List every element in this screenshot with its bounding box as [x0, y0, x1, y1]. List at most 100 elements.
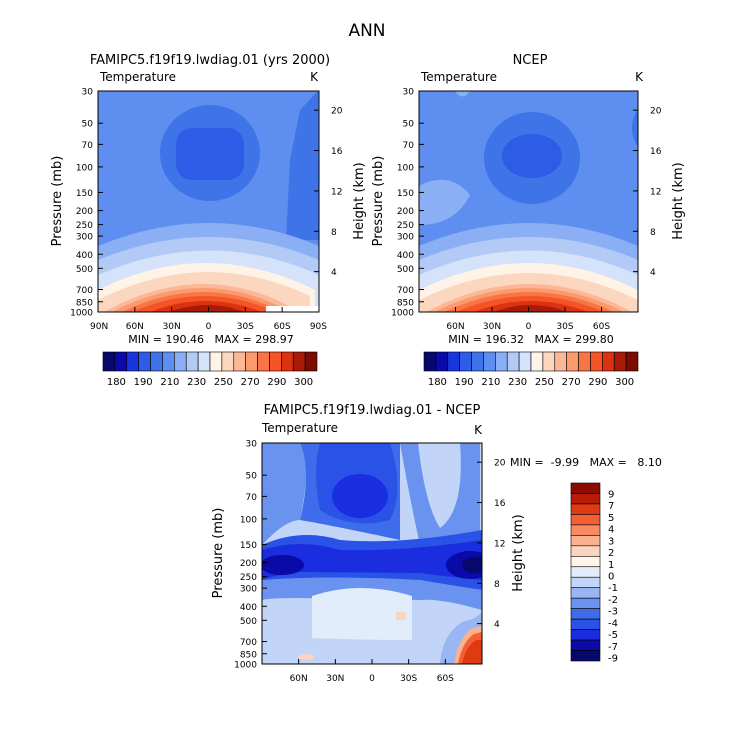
colorbar-swatch: [459, 351, 472, 372]
colorbar-swatch: [613, 351, 627, 372]
y-tick-label: 300: [76, 233, 93, 243]
colorbar-label: 250: [535, 377, 554, 388]
colorbar-swatch: [245, 351, 258, 372]
colorbar-label: 290: [588, 377, 607, 388]
field-band: [502, 134, 562, 178]
y-tick-label: 250: [240, 573, 257, 583]
colorbar-swatch: [570, 576, 601, 589]
x-tick-label: 0: [206, 322, 212, 332]
panel-diff-stats: MIN = -9.99 MAX = 8.10: [510, 456, 662, 469]
colorbar-label: 210: [481, 377, 500, 388]
colorbar-label: 5: [608, 513, 614, 524]
colorbar-label: 300: [615, 377, 634, 388]
field-band: [262, 555, 304, 575]
colorbar-swatch: [570, 639, 601, 651]
panel-ncep-units: K: [635, 70, 644, 84]
panel-ncep-heatmap: [419, 91, 638, 312]
x-tick-label: 60N: [446, 322, 464, 332]
colorbar-label: 2: [608, 548, 614, 559]
y2-tick-label: 12: [494, 539, 505, 549]
colorbar-label: -7: [608, 642, 618, 653]
colorbar-label: -1: [608, 583, 618, 594]
colorbar-swatch: [209, 351, 223, 372]
x-tick-label: 30N: [163, 322, 181, 332]
field-band: [176, 128, 244, 180]
colorbar-label: 250: [214, 377, 233, 388]
colorbar-label: 290: [267, 377, 286, 388]
y-tick-label: 700: [76, 286, 93, 296]
y-tick-label: 30: [246, 440, 258, 450]
colorbar-swatch: [269, 351, 282, 372]
field-band: [418, 443, 461, 528]
colorbar-swatch: [483, 351, 496, 372]
colorbar-swatch: [590, 351, 603, 372]
y-tick-label: 50: [246, 472, 258, 482]
colorbar-swatch: [566, 351, 579, 372]
y-tick-label: 70: [246, 493, 258, 503]
x-tick-label: 0: [369, 674, 375, 684]
panel-diff-y2-axis: 20 16 12 8 4: [477, 459, 506, 630]
field-band: [462, 557, 482, 573]
x-tick-label: 60N: [290, 674, 308, 684]
colorbar-swatch: [518, 351, 532, 372]
y-tick-label: 30: [82, 88, 94, 98]
y-tick-label: 150: [240, 541, 257, 551]
colorbar-label: 180: [107, 377, 126, 388]
colorbar-swatch: [185, 351, 199, 372]
panel-model-heatmap: [98, 91, 319, 312]
colorbar-label: 270: [241, 377, 260, 388]
y-tick-label: 50: [82, 120, 94, 130]
colorbar-swatch: [150, 351, 163, 372]
field-band: [462, 640, 482, 664]
panel-model-x-axis: 90N 60N 30N 0 30S 60S 90S: [90, 307, 327, 332]
colorbar-swatch: [292, 351, 306, 372]
panel-ncep-y2label: Height (km): [671, 162, 686, 239]
y-tick-label: 850: [240, 650, 257, 660]
x-tick-label: 60S: [593, 322, 610, 332]
colorbar-swatch: [570, 555, 601, 568]
field-band: [262, 443, 307, 545]
y2-tick-label: 12: [650, 187, 661, 197]
y2-tick-label: 8: [650, 228, 656, 238]
colorbar-swatch: [554, 351, 567, 372]
x-tick-label: 0: [526, 322, 532, 332]
y-tick-label: 700: [240, 638, 257, 648]
panel-ncep: NCEP Temperature K 305070100150200250300…: [371, 53, 686, 388]
colorbar-label: 3: [608, 536, 614, 547]
colorbar-swatch: [257, 351, 270, 372]
y2-tick-label: 8: [494, 580, 500, 590]
x-tick-label: 90N: [90, 322, 108, 332]
x-tick-label: 90S: [310, 322, 327, 332]
colorbar-swatch: [570, 514, 601, 526]
y-tick-label: 700: [397, 286, 414, 296]
y-tick-label: 100: [240, 515, 257, 525]
colorbar-swatch: [570, 629, 601, 641]
colorbar-label: 9: [608, 490, 614, 501]
colorbar-swatch: [570, 545, 601, 557]
field-band: [312, 588, 412, 640]
panel-ncep-x-axis: 60N 30N 0 30S 60S: [446, 307, 610, 332]
y-tick-label: 100: [397, 163, 414, 173]
x-tick-label: 60S: [437, 674, 454, 684]
y-tick-label: 850: [397, 298, 414, 308]
field-band: [494, 305, 568, 312]
colorbar-label: 300: [294, 377, 313, 388]
colorbar-label: 210: [160, 377, 179, 388]
x-tick-label: 30S: [400, 674, 417, 684]
panel-ncep-ylabel: Pressure (mb): [371, 156, 386, 247]
colorbar-swatch: [570, 618, 601, 630]
y-tick-label: 100: [76, 163, 93, 173]
colorbar-label: 230: [508, 377, 527, 388]
y-tick-label: 200: [240, 559, 257, 569]
y-tick-label: 250: [397, 221, 414, 231]
panel-model-stats: MIN = 190.46 MAX = 298.97: [128, 333, 293, 346]
field-band: [286, 91, 319, 240]
x-tick-label: 60S: [274, 322, 291, 332]
y2-tick-label: 8: [331, 228, 337, 238]
colorbar-swatch: [221, 351, 235, 372]
colorbar-swatch: [435, 351, 449, 372]
field-band: [266, 306, 319, 312]
y-tick-label: 150: [397, 189, 414, 199]
